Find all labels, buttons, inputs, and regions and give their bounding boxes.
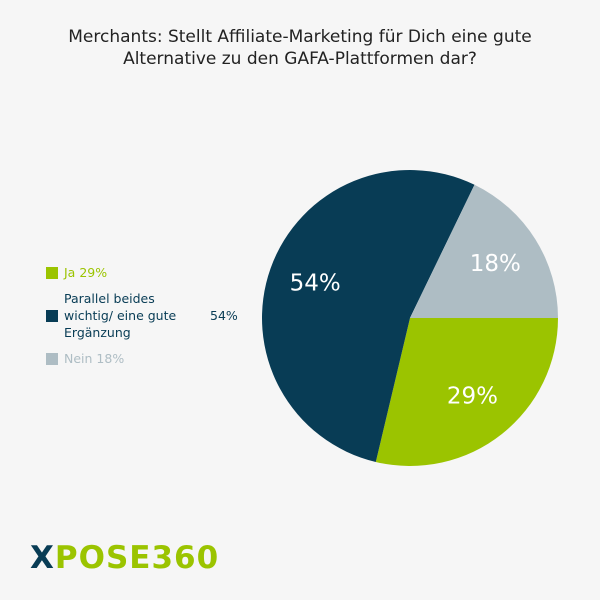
legend-swatch [46,309,58,322]
legend-value: 54% [210,308,238,323]
legend-label: Nein 18% [64,351,125,366]
legend-item: Parallel beides wichtig/ eine gute Ergän… [46,290,238,341]
logo-mark: X [30,540,55,576]
pie-slice [262,169,475,462]
legend: Ja 29% Parallel beides wichtig/ eine gute… [46,264,238,376]
pie-slice [410,184,558,318]
logo-text: POSE360 [54,540,220,576]
legend-label: Parallel beides wichtig/ eine gute Ergän… [64,291,177,340]
logo: XPOSE360 [30,540,219,576]
legend-item: Nein 18% [46,350,238,367]
legend-item: Ja 29% [46,264,238,281]
legend-label: Ja 29% [64,265,108,280]
slice-label: 54% [290,271,341,297]
pie-slice [375,318,558,466]
legend-swatch [46,352,58,365]
slice-label: 29% [447,383,498,409]
chart-title: Merchants: Stellt Affiliate-Marketing fü… [68,27,532,69]
legend-swatch [46,266,58,279]
slice-label: 18% [470,251,521,277]
